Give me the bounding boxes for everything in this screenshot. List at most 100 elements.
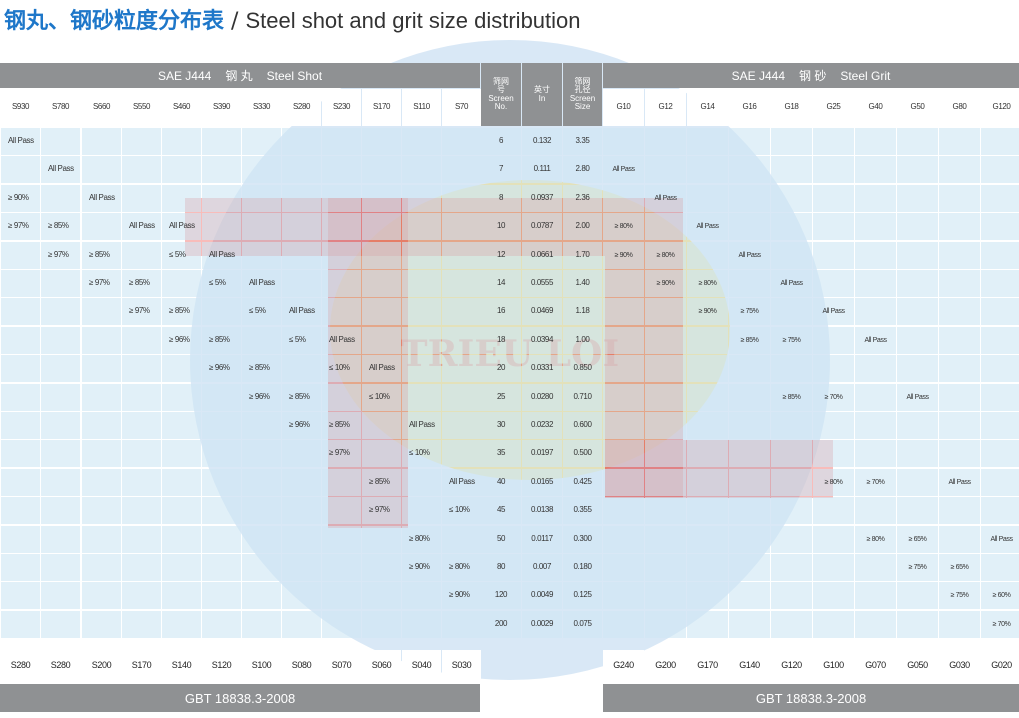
grit-gbt-size: G170 — [687, 650, 728, 681]
grit-value-cell — [645, 440, 686, 467]
grit-value-cell — [645, 355, 686, 382]
grit-value-cell: ≥ 75% — [897, 554, 938, 581]
grit-value-cell — [939, 213, 980, 240]
screen-no-cell: 12 — [481, 242, 521, 269]
inch-cell: 0.0331 — [522, 355, 562, 382]
mm-cell: 0.355 — [563, 497, 602, 524]
grit-value-cell — [981, 213, 1019, 240]
grit-value-cell — [813, 611, 854, 638]
shot-value-cell — [282, 156, 321, 183]
inch-cell: 0.0117 — [522, 526, 562, 553]
grit-value-cell — [729, 270, 770, 297]
shot-value-cell — [82, 611, 121, 638]
shot-value-cell — [122, 185, 161, 212]
grit-value-cell — [771, 185, 812, 212]
shot-value-cell: ≥ 85% — [362, 469, 401, 496]
grit-value-cell — [687, 526, 728, 553]
shot-value-cell — [122, 582, 161, 609]
shot-gbt-size: S100 — [242, 650, 281, 681]
inch-cell: 0.0138 — [522, 497, 562, 524]
shot-value-cell — [41, 355, 80, 382]
shot-value-cell — [242, 185, 281, 212]
grit-gbt-size: G050 — [897, 650, 938, 681]
shot-value-cell — [122, 128, 161, 155]
grit-value-cell — [897, 242, 938, 269]
grit-value-cell — [771, 156, 812, 183]
shot-value-cell: ≥ 85% — [322, 412, 361, 439]
grit-value-cell — [813, 554, 854, 581]
mm-cell: 1.18 — [563, 298, 602, 325]
mm-cell: 0.125 — [563, 582, 602, 609]
grit-value-cell — [771, 298, 812, 325]
shot-value-cell: All Pass — [442, 469, 481, 496]
shot-value-cell: ≤ 10% — [402, 440, 441, 467]
grit-value-cell — [603, 128, 644, 155]
grit-value-cell — [687, 384, 728, 411]
inch-cell: 0.0555 — [522, 270, 562, 297]
grit-value-cell — [855, 270, 896, 297]
shot-value-cell — [82, 213, 121, 240]
grit-value-cell — [687, 242, 728, 269]
shot-value-cell — [202, 384, 241, 411]
grit-value-cell — [897, 270, 938, 297]
mm-cell: 0.600 — [563, 412, 602, 439]
grit-value-cell — [687, 469, 728, 496]
shot-value-cell — [402, 355, 441, 382]
grit-value-cell — [687, 582, 728, 609]
shot-value-cell — [1, 582, 40, 609]
grit-value-cell — [729, 128, 770, 155]
screen-no-cell: 40 — [481, 469, 521, 496]
grit-value-cell — [939, 270, 980, 297]
grit-value-cell — [813, 185, 854, 212]
grit-value-cell — [897, 611, 938, 638]
shot-value-cell — [442, 242, 481, 269]
shot-value-cell — [162, 611, 201, 638]
grit-size-header: G18 — [771, 89, 812, 126]
mm-cell: 2.80 — [563, 156, 602, 183]
shot-value-cell — [402, 469, 441, 496]
inch-cell: 0.0197 — [522, 440, 562, 467]
grit-value-cell — [813, 497, 854, 524]
shot-value-cell: ≥ 85% — [82, 242, 121, 269]
screen-no-cell: 25 — [481, 384, 521, 411]
shot-value-cell — [162, 497, 201, 524]
shot-value-cell — [282, 554, 321, 581]
shot-value-cell: ≥ 85% — [282, 384, 321, 411]
shot-value-cell — [242, 440, 281, 467]
shot-value-cell — [1, 469, 40, 496]
shot-value-cell — [322, 213, 361, 240]
shot-value-cell — [202, 412, 241, 439]
grit-value-cell — [939, 327, 980, 354]
shot-value-cell — [1, 497, 40, 524]
grit-value-cell — [897, 185, 938, 212]
shot-value-cell — [82, 582, 121, 609]
shot-value-cell — [322, 469, 361, 496]
shot-value-cell — [362, 128, 401, 155]
shot-size-header: S660 — [82, 89, 121, 126]
grit-gbt-size: G020 — [981, 650, 1019, 681]
shot-value-cell: ≤ 5% — [202, 270, 241, 297]
inch-cell: 0.0937 — [522, 185, 562, 212]
grit-value-cell — [645, 611, 686, 638]
shot-value-cell — [402, 384, 441, 411]
grit-value-cell — [687, 497, 728, 524]
grit-value-cell — [687, 440, 728, 467]
shot-value-cell — [282, 270, 321, 297]
grit-value-cell: ≥ 80% — [813, 469, 854, 496]
shot-size-header: S550 — [122, 89, 161, 126]
shot-value-cell — [322, 582, 361, 609]
shot-value-cell — [122, 497, 161, 524]
shot-value-cell — [1, 611, 40, 638]
shot-value-cell — [202, 298, 241, 325]
screen-no-header-line: No. — [494, 101, 508, 111]
shot-value-cell — [442, 156, 481, 183]
shot-value-cell — [1, 156, 40, 183]
grit-value-cell: All Pass — [729, 242, 770, 269]
grit-value-cell — [813, 440, 854, 467]
grit-value-cell — [939, 128, 980, 155]
grit-value-cell — [855, 384, 896, 411]
shot-value-cell — [442, 185, 481, 212]
grit-value-cell — [855, 213, 896, 240]
shot-value-cell — [282, 355, 321, 382]
shot-value-cell — [442, 355, 481, 382]
